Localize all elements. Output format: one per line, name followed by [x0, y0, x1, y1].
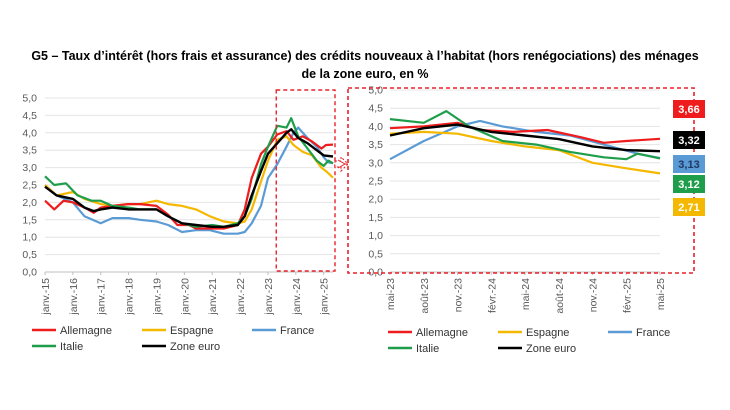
legend-label: Allemagne [416, 327, 468, 339]
end-label-text: 3,32 [678, 135, 699, 147]
zoom-frame [347, 87, 695, 274]
end-label-espagne: 2,71 [673, 198, 705, 216]
end-label-allemagne: 3,66 [673, 100, 705, 118]
legend-item-italie: Italie [388, 343, 439, 355]
end-label-box [673, 131, 705, 149]
x-tick-label: janv.-20 [179, 278, 191, 316]
end-label-france: 3,13 [673, 155, 705, 173]
y-tick-label: 3,0 [368, 157, 383, 169]
end-label-text: 3,13 [678, 159, 699, 171]
arrow-head [337, 159, 347, 169]
y-tick-label: 5,0 [368, 85, 383, 97]
legend-label: Zone euro [170, 341, 220, 353]
x-tick-label: janv.-21 [207, 278, 219, 316]
x-tick-label: janv.-22 [235, 278, 247, 316]
series-line-france [44, 126, 334, 235]
series-line-allemagne [389, 121, 661, 144]
y-tick-label: 0,5 [368, 248, 383, 260]
x-tick-label: mai-23 [385, 278, 397, 310]
series-line-allemagne [44, 130, 334, 230]
end-label-box [673, 175, 705, 193]
legend-item-zone-euro: Zone euro [498, 343, 576, 355]
y-tick-label: 3,5 [22, 145, 37, 157]
y-tick-label: 1,5 [22, 214, 37, 226]
x-tick-label: mai-25 [655, 278, 667, 310]
chart-title-line-2: de la zone euro, en % [301, 67, 429, 81]
y-tick-label: 4,5 [22, 110, 37, 122]
legend-label: Allemagne [60, 325, 112, 337]
x-tick-label: janv.-15 [40, 278, 52, 316]
series-line-zone-euro [389, 123, 661, 153]
legend-right: Allemagne Espagne France Italie Zone euro [388, 327, 670, 355]
end-label-text: 3,66 [678, 104, 699, 116]
end-label-box [673, 100, 705, 118]
legend-left: Allemagne Espagne France Italie Zone euro [32, 325, 314, 353]
legend-label: Italie [416, 343, 439, 355]
legend-label: Zone euro [526, 343, 576, 355]
y-tick-label: 0,5 [22, 249, 37, 261]
y-tick-label: 4,0 [368, 121, 383, 133]
series-line-espagne [44, 135, 334, 225]
x-tick-label: janv.-25 [319, 278, 331, 316]
series-line-italie [389, 110, 661, 161]
legend-item-allemagne: Allemagne [32, 325, 112, 337]
x-tick-label: janv.-24 [291, 278, 303, 316]
legend-item-italie: Italie [32, 341, 83, 353]
x-tick-label: janv.-19 [151, 278, 163, 316]
legend-label: Espagne [526, 327, 569, 339]
x-tick-label: nov.-23 [453, 278, 465, 312]
legend-item-allemagne: Allemagne [388, 327, 468, 339]
x-tick-label: janv.-23 [263, 278, 275, 316]
x-tick-label: nov.-24 [588, 278, 600, 312]
x-tick-label: févr.-24 [486, 278, 498, 313]
legend-item-espagne: Espagne [498, 327, 569, 339]
x-tick-label: mai-24 [520, 278, 532, 310]
x-tick-label: août-23 [419, 278, 431, 314]
end-label-italie: 3,12 [673, 175, 705, 193]
x-tick-label: août-24 [554, 278, 566, 314]
end-label-text: 3,12 [678, 179, 699, 191]
arrow-connector [334, 155, 349, 173]
y-tick-label: 4,5 [368, 103, 383, 115]
y-tick-label: 3,5 [368, 139, 383, 151]
chart-title-line-1: G5 – Taux d’intérêt (hors frais et assur… [31, 49, 699, 63]
y-tick-label: 2,5 [22, 180, 37, 192]
end-label-box [673, 198, 705, 216]
plot-left: 0,0 0,5 1,0 1,5 2,0 2,5 3,0 3,5 4,0 4,5 5,0 janv.-1… [22, 93, 334, 316]
y-tick-label: 1,0 [22, 232, 37, 244]
y-tick-label: 2,0 [22, 197, 37, 209]
legend-label: Espagne [170, 325, 213, 337]
y-tick-label: 2,5 [368, 176, 383, 188]
y-tick-label: 2,0 [368, 194, 383, 206]
x-tick-label: janv.-17 [96, 278, 108, 316]
series-line-zone-euro [44, 128, 334, 228]
y-tick-label: 4,0 [22, 127, 37, 139]
y-tick-label: 1,5 [368, 212, 383, 224]
y-tick-label: 0,0 [22, 267, 37, 279]
legend-label: France [636, 327, 670, 339]
legend-item-france: France [252, 325, 314, 337]
end-label-text: 2,71 [678, 202, 699, 214]
y-tick-label: 1,0 [368, 230, 383, 242]
chart-title: G5 – Taux d’intérêt (hors frais et assur… [0, 47, 730, 83]
legend-item-espagne: Espagne [142, 325, 213, 337]
end-label-zone-euro: 3,32 [673, 131, 705, 149]
legend-label: Italie [60, 341, 83, 353]
end-label-box [673, 155, 705, 173]
legend-item-zone-euro: Zone euro [142, 341, 220, 353]
y-tick-label: 3,0 [22, 162, 37, 174]
x-tick-label: janv.-16 [68, 278, 80, 316]
y-tick-label: 5,0 [22, 93, 37, 105]
x-tick-label: janv.-18 [124, 278, 136, 316]
x-tick-label: févr.-25 [621, 278, 633, 313]
highlight-box [275, 89, 336, 272]
series-line-espagne [389, 130, 661, 175]
legend-label: France [280, 325, 314, 337]
legend-item-france: France [608, 327, 670, 339]
